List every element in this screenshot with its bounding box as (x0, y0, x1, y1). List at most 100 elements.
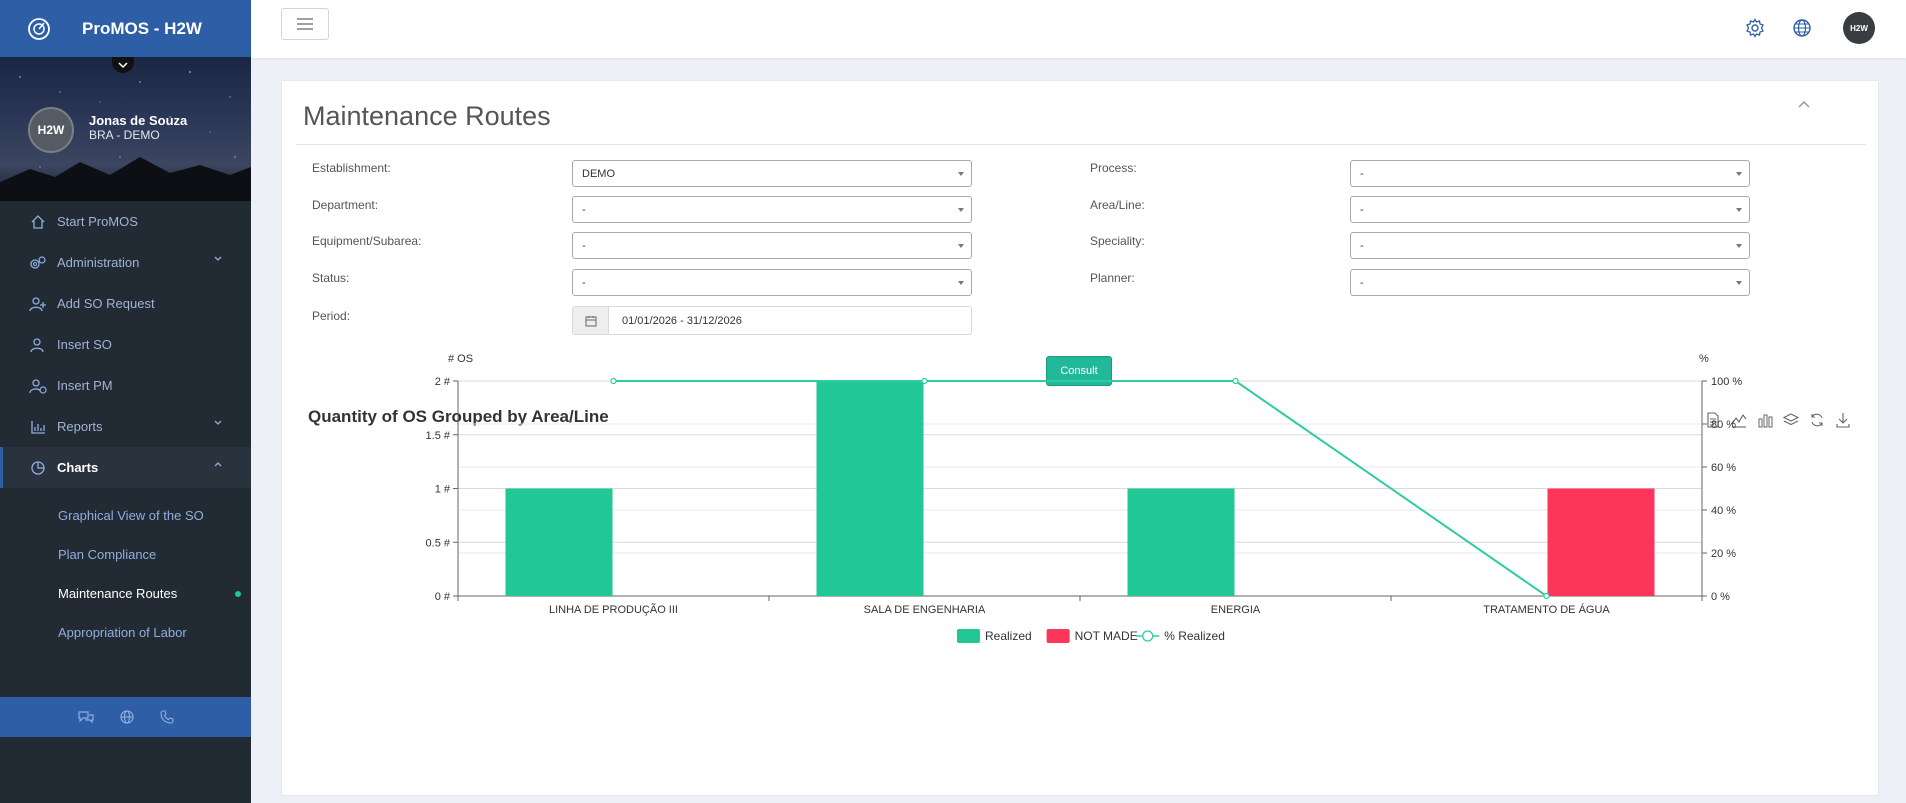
select-value: - (582, 277, 586, 289)
sub-item-appropriation-labor[interactable]: Appropriation of Labor (0, 613, 251, 652)
nav-item-reports[interactable]: Reports (0, 406, 251, 447)
caret-down-icon (1736, 172, 1742, 176)
nav-item-insert-pm[interactable]: Insert PM (0, 365, 251, 406)
profile-toggle[interactable] (112, 57, 134, 73)
right-axis-label: 100 % (1711, 376, 1742, 388)
sub-item-label: Appropriation of Labor (58, 625, 187, 640)
user-org: BRA - DEMO (89, 128, 160, 142)
line-point (921, 377, 928, 385)
status-select[interactable]: - (572, 269, 972, 296)
calendar-icon (573, 307, 609, 334)
left-axis-label: 0.5 # (426, 537, 451, 549)
period-date-range[interactable]: 01/01/2026 - 31/12/2026 (572, 306, 972, 335)
process-label: Process: (1090, 161, 1137, 175)
legend-label: Realized (985, 629, 1032, 643)
language-button[interactable] (1791, 17, 1813, 39)
chevron-down-icon (214, 256, 222, 261)
area-line-select[interactable]: - (1350, 196, 1750, 223)
starry-background (0, 71, 251, 201)
brand-name: ProMOS - H2W (82, 18, 202, 38)
sidebar: ProMOS - H2W H2W Jonas de Souza BRA - DE… (0, 0, 251, 803)
left-axis-label: 1.5 # (426, 430, 451, 442)
legend-swatch (1046, 629, 1070, 643)
period-label: Period: (312, 309, 351, 323)
caret-down-icon (1736, 281, 1742, 285)
speciality-select[interactable]: - (1350, 232, 1750, 259)
nav-item-add-so-request[interactable]: Add SO Request (0, 283, 251, 324)
brand-bar[interactable]: ProMOS - H2W (0, 0, 251, 57)
caret-down-icon (1736, 244, 1742, 248)
right-axis-label: 20 % (1711, 548, 1736, 560)
sub-item-label: Plan Compliance (58, 547, 157, 562)
bar-chart-icon[interactable] (1755, 410, 1774, 429)
refresh-icon[interactable] (1807, 410, 1826, 429)
legend-swatch (957, 629, 980, 643)
legend-label: NOT MADE (1075, 629, 1138, 643)
nav-label: Add SO Request (57, 296, 155, 311)
menu-toggle-button[interactable] (281, 8, 329, 40)
sub-item-maintenance-routes[interactable]: Maintenance Routes (0, 574, 251, 613)
bar-not-made (1547, 488, 1655, 596)
chart-toolbox (1703, 410, 1852, 429)
bar-chart-icon (28, 417, 48, 437)
chevron-up-icon (214, 462, 222, 467)
bar-realized (1127, 488, 1235, 596)
nav-item-administration[interactable]: Administration (0, 242, 251, 283)
gear-icon (1746, 18, 1764, 38)
line-percent-realized (613, 380, 1548, 597)
nav-label: Insert SO (57, 337, 112, 352)
phone-icon[interactable] (159, 709, 175, 725)
user-avatar[interactable]: H2W (1843, 12, 1875, 44)
chevron-up-icon[interactable] (1797, 99, 1811, 109)
logo-icon (28, 17, 50, 40)
department-select[interactable]: - (572, 196, 972, 223)
nav-item-start[interactable]: Start ProMOS (0, 201, 251, 242)
nav-label: Start ProMOS (57, 214, 138, 229)
nav-label: Charts (57, 460, 99, 475)
sub-item-label: Graphical View of the SO (58, 508, 204, 523)
download-icon[interactable] (1833, 410, 1852, 429)
data-view-icon[interactable] (1703, 410, 1722, 429)
select-value: - (1360, 204, 1364, 216)
process-select[interactable]: - (1350, 160, 1750, 187)
left-axis-title: # OS (448, 353, 473, 365)
sub-item-graphical-view[interactable]: Graphical View of the SO (0, 496, 251, 535)
line-point (610, 377, 617, 385)
nav-item-insert-so[interactable]: Insert SO (0, 324, 251, 365)
chevron-down-icon (118, 62, 128, 69)
establishment-select[interactable]: DEMO (572, 160, 972, 187)
planner-select[interactable]: - (1350, 269, 1750, 296)
sidebar-nav: Start ProMOS Administration Add SO Reque… (0, 201, 251, 652)
select-value: - (582, 240, 586, 252)
user-clock-icon (28, 376, 48, 396)
globe-icon[interactable] (119, 709, 135, 725)
settings-button[interactable] (1744, 17, 1766, 39)
nav-item-charts[interactable]: Charts (0, 447, 251, 488)
caret-down-icon (958, 281, 964, 285)
bar-realized (816, 381, 924, 596)
globe-icon (1793, 19, 1811, 37)
charts-submenu: Graphical View of the SO Plan Compliance… (0, 488, 251, 652)
user-icon (28, 335, 48, 355)
os-by-area-chart: 0 % 20 % 40 % 60 % 80 % 100 % 0 # 0.5 # 1 # 1.5 #… (426, 353, 1742, 643)
status-label: Status: (312, 271, 350, 285)
divider (296, 144, 1866, 145)
user-profile: H2W Jonas de Souza BRA - DEMO (0, 57, 251, 201)
user-avatar[interactable]: H2W (28, 107, 74, 153)
line-chart-icon[interactable] (1729, 410, 1748, 429)
establishment-label: Establishment: (312, 161, 391, 175)
page-title: Maintenance Routes (303, 101, 551, 131)
add-user-icon (28, 294, 48, 314)
select-value: DEMO (582, 168, 615, 180)
equipment-select[interactable]: - (572, 232, 972, 259)
select-value: - (1360, 240, 1364, 252)
stack-icon[interactable] (1781, 410, 1800, 429)
select-value: - (1360, 277, 1364, 289)
x-axis-label: TRATAMENTO DE ÁGUA (1483, 603, 1610, 616)
x-axis-label: LINHA DE PRODUÇÃO III (549, 603, 678, 616)
sub-item-plan-compliance[interactable]: Plan Compliance (0, 535, 251, 574)
sidebar-footer (0, 697, 251, 737)
chat-icon[interactable] (77, 709, 95, 725)
period-value: 01/01/2026 - 31/12/2026 (622, 315, 742, 327)
right-axis-label: 40 % (1711, 505, 1736, 517)
